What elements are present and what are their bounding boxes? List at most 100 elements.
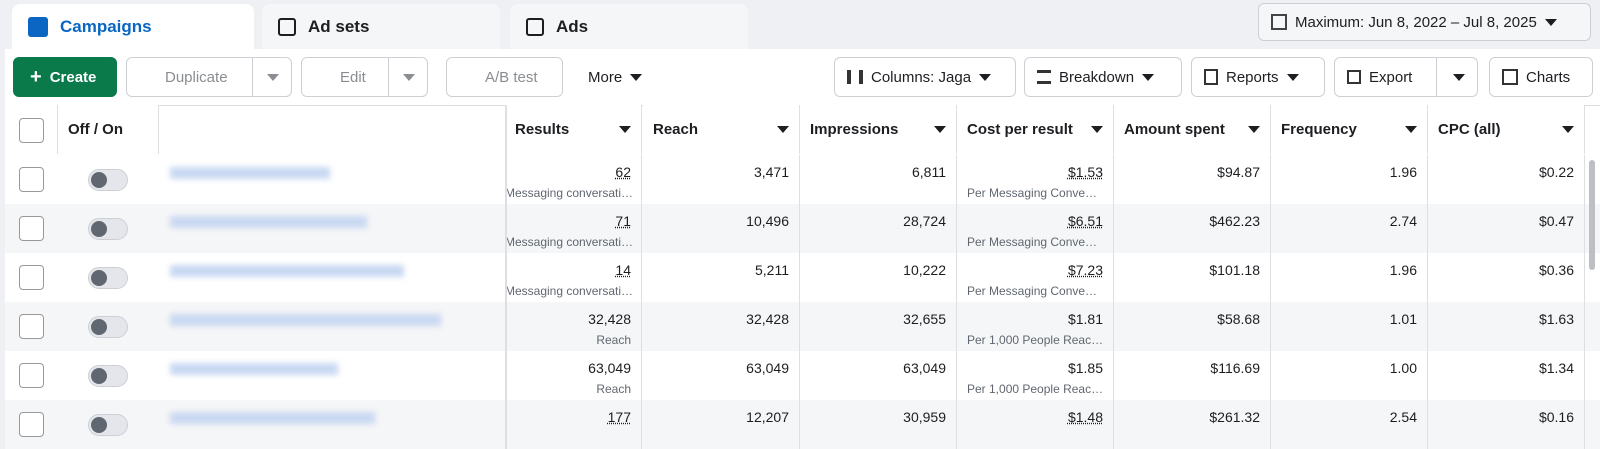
cell: 1.00	[1271, 351, 1428, 400]
cell-value: 10,496	[746, 213, 789, 229]
cell-value: 32,428	[588, 311, 631, 327]
cell-value: $7.23	[1067, 262, 1103, 278]
cell: $58.68	[1114, 302, 1271, 351]
reports-button[interactable]: Reports	[1191, 57, 1325, 97]
cell: $462.23	[1114, 204, 1271, 253]
label: Breakdown	[1059, 68, 1135, 86]
cell: 10,222	[800, 253, 957, 302]
cell: 2.74	[1271, 204, 1428, 253]
more-button[interactable]: More	[576, 57, 656, 97]
cell: 5,211	[643, 253, 800, 302]
date-picker[interactable]: Maximum: Jun 8, 2022 – Jul 8, 2025	[1258, 3, 1591, 41]
cell: 1.96	[1271, 155, 1428, 204]
cell-value: $101.18	[1209, 262, 1260, 278]
cell: 1.01	[1271, 302, 1428, 351]
cell: 32,655	[800, 302, 957, 351]
header-label: Impressions	[810, 121, 899, 138]
row	[5, 351, 1600, 400]
checkbox[interactable]	[19, 412, 44, 437]
columns-button[interactable]: Columns: Jaga	[834, 57, 1016, 97]
header-cell: Amount spent	[1114, 105, 1271, 154]
toggle[interactable]	[88, 218, 128, 240]
cell-subtext: Per 1,000 People Reac…	[967, 333, 1104, 347]
cell-value: 3,471	[753, 164, 789, 180]
cell-subtext: Messaging conversati…	[505, 284, 634, 298]
checkbox[interactable]	[19, 118, 44, 143]
cell: 62 Messaging conversati…	[505, 155, 642, 204]
column-divider	[505, 105, 507, 449]
toggle[interactable]	[88, 365, 128, 387]
checkbox[interactable]	[19, 216, 44, 241]
cell-value: 32,655	[903, 311, 946, 327]
cell-subtext: Reach	[596, 382, 631, 396]
cell-value: 63,049	[588, 360, 631, 376]
cell-value: 2.54	[1389, 409, 1417, 425]
header-label: Results	[515, 121, 570, 138]
tab[interactable]: Campaigns	[12, 4, 254, 50]
cell: 63,049	[643, 351, 800, 400]
cell-value: 5,211	[755, 262, 789, 278]
cell-subtext: Per Messaging Conve…	[967, 186, 1098, 200]
header-cell: Results	[505, 105, 642, 154]
checkbox[interactable]	[19, 167, 44, 192]
checkbox[interactable]	[19, 363, 44, 388]
cell: 177	[505, 400, 642, 449]
charts-button[interactable]: Charts	[1489, 57, 1593, 97]
toggle[interactable]	[88, 414, 128, 436]
label: Columns: Jaga	[871, 68, 972, 86]
cell-value: $1.81	[1067, 311, 1103, 327]
campaign-name-blurred	[170, 265, 404, 277]
cell-value: 10,222	[903, 262, 946, 278]
cell-value: 1.96	[1389, 164, 1417, 180]
label: Reports	[1226, 68, 1279, 86]
checkbox[interactable]	[19, 314, 44, 339]
label: Charts	[1526, 68, 1571, 86]
campaign-name-blurred	[170, 363, 338, 375]
cell-value: $1.48	[1067, 409, 1103, 425]
breakdown-button[interactable]: Breakdown	[1024, 57, 1182, 97]
header-label: Frequency	[1281, 121, 1357, 138]
label: Export	[1369, 68, 1413, 86]
cell: $116.69	[1114, 351, 1271, 400]
row	[5, 400, 1600, 449]
create-button[interactable]: + Create	[13, 57, 117, 97]
tab[interactable]: Ad sets	[262, 4, 500, 50]
cell: $94.87	[1114, 155, 1271, 204]
cell-value: 12,207	[746, 409, 789, 425]
header-cell: CPC (all)	[1428, 105, 1585, 154]
campaign-name-blurred	[170, 167, 330, 179]
cell: 1.96	[1271, 253, 1428, 302]
cell: 6,811	[800, 155, 957, 204]
cell-value: 1.00	[1389, 360, 1417, 376]
header-cell: Impressions	[800, 105, 957, 154]
duplicate-button[interactable]: Duplicate	[126, 57, 292, 97]
scrollbar	[1589, 160, 1595, 270]
toggle[interactable]	[88, 267, 128, 289]
export-button[interactable]: Export	[1334, 57, 1478, 97]
toggle[interactable]	[88, 316, 128, 338]
cell-value: $1.34	[1538, 360, 1574, 376]
cell: $0.16	[1428, 400, 1585, 449]
cell-subtext: Per Messaging Conve…	[967, 235, 1098, 249]
cell: $1.53 Per Messaging Conve…	[957, 155, 1114, 204]
edit-button[interactable]: Edit	[301, 57, 428, 97]
cell: 2.54	[1271, 400, 1428, 449]
label: Create	[49, 68, 97, 86]
cell: $0.22	[1428, 155, 1585, 204]
toggle[interactable]	[88, 169, 128, 191]
cell-value: 6,811	[912, 164, 946, 180]
campaign-name-blurred	[170, 412, 375, 424]
cell-value: $0.16	[1538, 409, 1574, 425]
tab[interactable]: Ads	[510, 4, 748, 50]
cell: $6.51 Per Messaging Conve…	[957, 204, 1114, 253]
checkbox[interactable]	[19, 265, 44, 290]
cell-value: $462.23	[1209, 213, 1260, 229]
cell: 14 Messaging conversati…	[505, 253, 642, 302]
cell: $1.34	[1428, 351, 1585, 400]
cell: 63,049	[800, 351, 957, 400]
ab-test-button[interactable]: A/B test	[446, 57, 563, 97]
cell-subtext: Messaging conversati…	[505, 186, 634, 200]
cell-value: 63,049	[746, 360, 789, 376]
header-cell: Frequency	[1271, 105, 1428, 154]
